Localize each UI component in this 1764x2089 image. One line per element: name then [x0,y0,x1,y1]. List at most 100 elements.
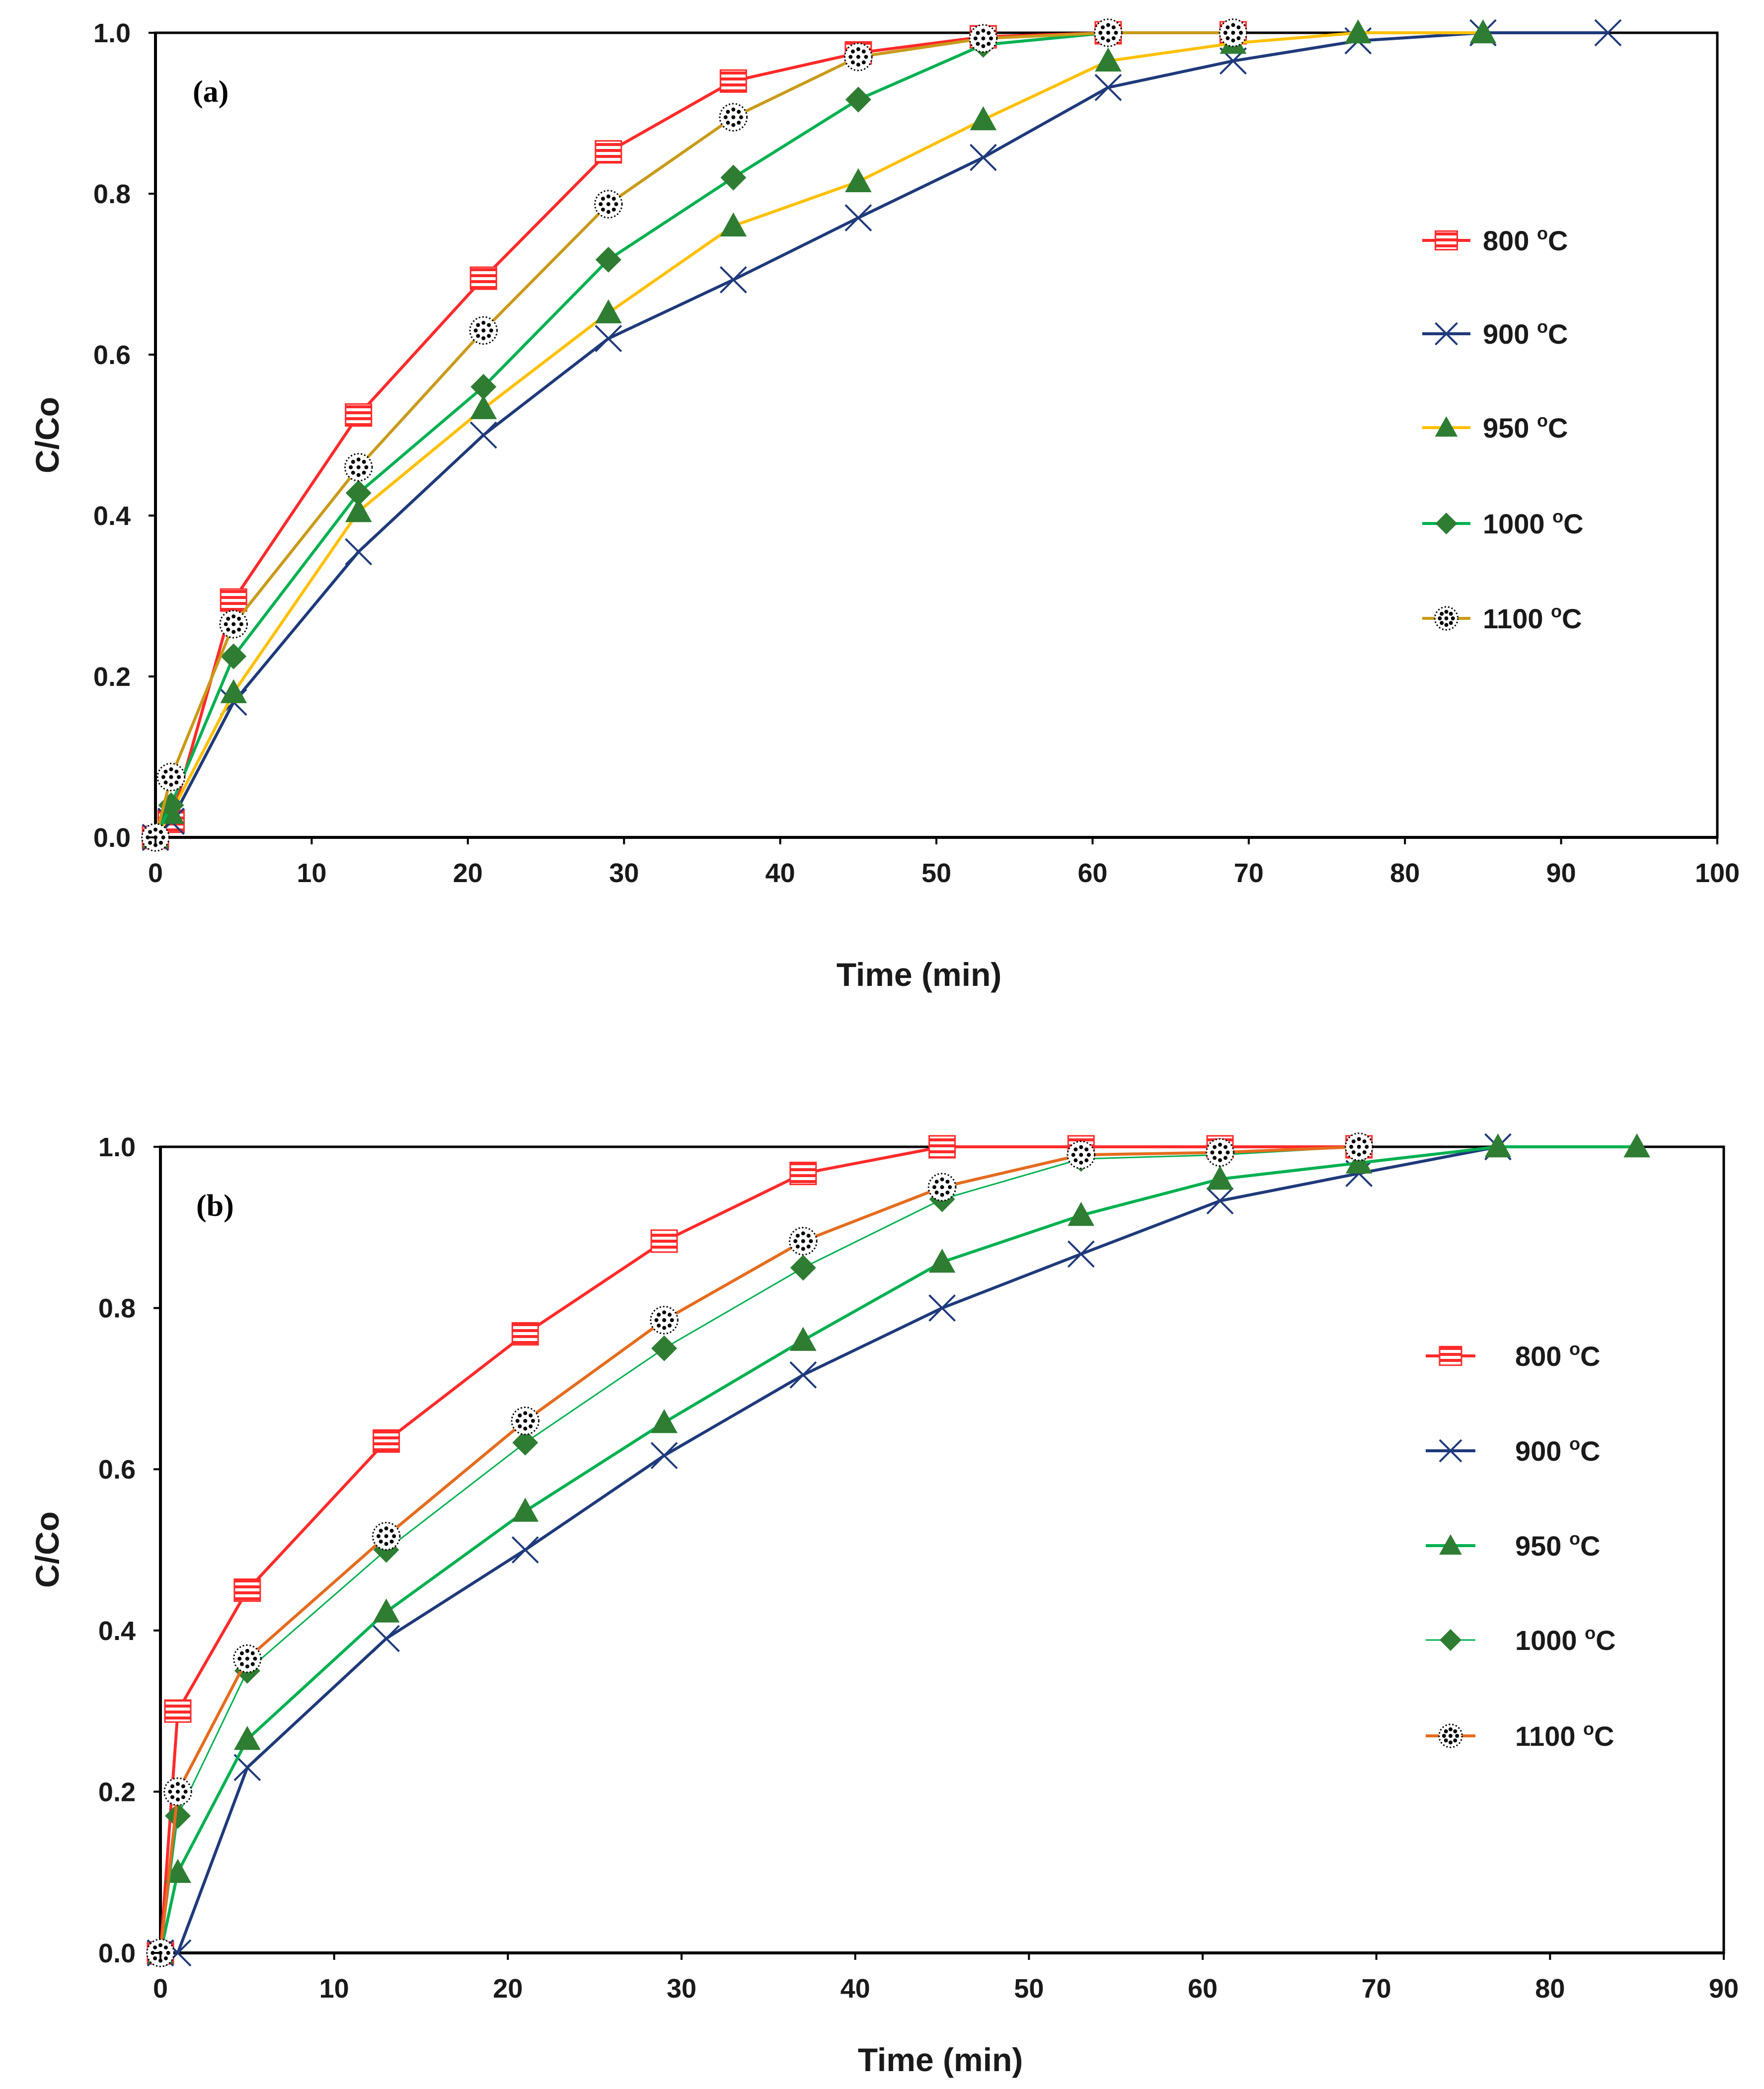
legend-marker [1439,1345,1462,1366]
legend-item-1100: 1100 oC [1422,601,1582,634]
data-point [650,1306,679,1335]
data-point [1206,1138,1234,1167]
data-point [163,1777,192,1806]
legend-marker [1439,1534,1462,1555]
data-point [1094,47,1122,72]
data-point [789,1327,817,1351]
series-line [154,31,1233,838]
legend-marker [1438,1723,1463,1748]
data-point [1067,1240,1095,1268]
y-tick-label: 0.4 [93,501,131,531]
legend-marker [1435,416,1458,437]
data-point [1206,1187,1234,1215]
data-point [164,1699,192,1723]
data-point [345,538,373,566]
data-point [1094,18,1123,47]
data-point [1484,1133,1512,1158]
data-point [345,480,372,506]
y-tick-label: 1.0 [93,18,131,48]
data-point [233,1578,261,1602]
data-point [594,190,623,219]
x-tick-label: 60 [1188,1974,1218,2004]
data-point [927,1173,957,1201]
x-tick-label: 80 [1390,858,1420,888]
chart-panel-b: (b) 0 10 20 30 40 50 60 70 80 90 0.0 0.2 0.4 0.6 0.8 1… [29,1132,1739,2078]
data-point [720,212,747,237]
x-tick-label: 80 [1535,1974,1565,2004]
legend-item-800: 800 oC [1426,1339,1600,1372]
data-point [1344,1132,1374,1161]
data-point [928,1135,956,1159]
x-tick-label: 0 [153,1974,168,2004]
x-tick-label: 90 [1546,858,1576,888]
legend-marker [1435,322,1458,346]
data-point [1067,1140,1096,1170]
series-line [159,1145,1359,1953]
data-point [928,1294,956,1322]
data-point [719,69,747,93]
y-tick-label: 0.2 [93,662,131,692]
data-point [650,1442,678,1470]
x-tick-label: 60 [1077,858,1107,888]
x-tick-label: 30 [667,1974,696,2004]
y-tick-label: 0.4 [98,1616,136,1646]
data-point [511,1407,540,1435]
legend-label: 950 oC [1483,410,1568,444]
x-axis-title: Time (min) [858,2041,1023,2078]
data-point [345,498,372,522]
panel-label: (b) [196,1189,234,1223]
data-point [219,609,248,639]
x-tick-label: 0 [148,858,163,888]
data-point [719,266,747,294]
x-tick-label: 40 [766,858,795,888]
data-point [720,164,747,191]
data-point [928,1249,956,1273]
y-tick-label: 0.6 [98,1455,136,1485]
series-950 [147,1133,1651,1964]
legend-label: 900 oC [1483,316,1568,350]
y-tick-label: 0.0 [93,823,131,853]
data-point [470,395,497,419]
legend-item-800: 800 oC [1422,223,1568,256]
legend-marker [1435,230,1458,251]
y-tick-label: 0.8 [93,179,131,209]
data-point [511,1322,539,1346]
panel-label: (a) [193,75,229,109]
data-point [844,42,873,72]
data-point [345,403,373,427]
data-point [1207,1165,1233,1190]
legend-item-900: 900 oC [1422,316,1568,350]
x-tick-label: 40 [841,1974,870,2004]
data-point [373,1598,400,1623]
x-tick-label: 70 [1362,1974,1391,2004]
x-tick-label: 10 [297,858,326,888]
data-point [969,144,997,171]
data-point [1345,19,1372,44]
legend-item-1100: 1100 oC [1426,1718,1614,1752]
x-tick-label: 50 [921,858,951,888]
series-900 [142,19,1622,851]
legend-label: 900 oC [1515,1433,1600,1467]
data-point [233,1725,261,1750]
data-point [595,299,622,324]
data-point [650,1229,678,1253]
data-point [220,679,247,703]
legend-label: 1000 oC [1483,506,1584,539]
series-line [160,1145,1498,1954]
legend: 800 oC 900 oC 950 oC 1000 oC 1100 oC [1426,1339,1616,1752]
data-point [1094,74,1122,101]
data-point [845,86,871,113]
y-tick-label: 0.6 [93,340,131,370]
y-tick-label: 1.0 [98,1132,136,1162]
legend-label: 1100 oC [1515,1718,1614,1752]
legend-marker [1440,1629,1461,1651]
series-900 [147,1133,1512,1967]
data-point [221,643,247,670]
data-point [595,140,622,164]
y-tick-label: 0.2 [98,1777,136,1807]
data-point [512,1497,539,1522]
x-tick-label: 20 [453,858,483,888]
data-point [719,103,748,132]
data-point [470,373,497,400]
legend-marker [1434,606,1459,631]
